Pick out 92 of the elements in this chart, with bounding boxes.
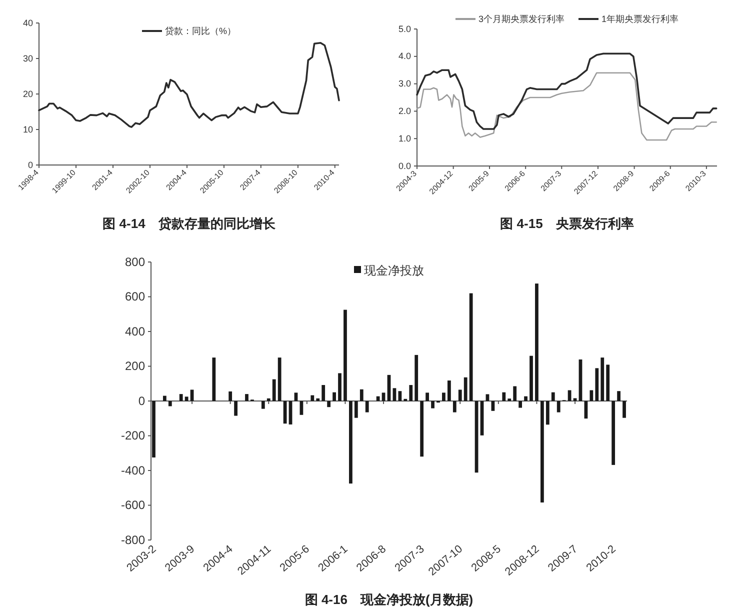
bar [278, 358, 282, 401]
bar [332, 392, 336, 401]
line-series [416, 52, 718, 130]
legend-label: 1年期央票发行利率 [602, 14, 679, 24]
bar [294, 392, 298, 401]
bar [190, 390, 194, 401]
bar [398, 391, 402, 401]
text: 图 4-15 央票发行利率 [500, 216, 634, 231]
legend-label: 3个月期央票发行利率 [478, 14, 564, 24]
bar [447, 380, 451, 401]
bar [622, 401, 626, 418]
bar [442, 392, 446, 401]
y-tick-label: -200 [120, 428, 146, 443]
y-tick-label: -800 [120, 532, 146, 547]
y-tick-label: 200 [124, 359, 146, 374]
bar [540, 401, 544, 502]
bar [458, 390, 462, 401]
bar [568, 390, 572, 401]
bar [420, 401, 424, 457]
line-series [38, 42, 340, 128]
y-tick-label: 30 [22, 53, 33, 64]
y-tick-label: 4.0 [398, 51, 411, 62]
bar [184, 396, 188, 401]
y-tick-label: 400 [124, 324, 146, 338]
bar [212, 358, 216, 401]
bar [530, 356, 533, 401]
bar [502, 392, 506, 401]
y-tick-label: -600 [120, 498, 146, 512]
y-tick-label: 20 [22, 88, 33, 99]
bar [491, 401, 495, 411]
bar [234, 401, 238, 416]
bar [322, 385, 326, 401]
bar [524, 396, 528, 401]
bar [382, 392, 386, 401]
bar [266, 398, 270, 401]
bar [518, 401, 522, 408]
text: 图 4-16 现金净投放(月数据) [304, 592, 474, 607]
bar [261, 401, 265, 409]
bar [338, 373, 342, 401]
bar [344, 310, 347, 401]
bar [354, 401, 358, 418]
bar [376, 396, 380, 401]
bar [431, 401, 434, 408]
bar [513, 386, 517, 401]
bar [360, 389, 364, 401]
legend-label: 贷款：同比（%） [164, 26, 236, 36]
bar [228, 391, 232, 401]
y-tick-label: 0 [28, 160, 33, 170]
text: 图 4-14 贷款存量的同比增长 [102, 216, 276, 231]
bar [535, 284, 538, 401]
y-tick-label: 3.0 [398, 78, 411, 89]
y-tick-label: 800 [124, 254, 146, 269]
bar [600, 358, 604, 401]
bar [409, 385, 413, 401]
bar [595, 368, 599, 401]
bar [327, 401, 331, 408]
y-tick-label: 5.0 [398, 24, 411, 34]
y-tick-label: 40 [22, 18, 33, 28]
y-tick-label: 0.0 [398, 160, 411, 171]
bar [556, 401, 560, 412]
bar [245, 394, 248, 401]
y-tick-label: 2.0 [398, 106, 411, 116]
y-tick-label: 1.0 [398, 133, 411, 144]
bar [310, 395, 314, 401]
bar [392, 388, 396, 401]
bar [612, 401, 616, 465]
line-series [416, 72, 717, 141]
bar [486, 394, 490, 401]
bar [349, 401, 352, 484]
bar [162, 396, 166, 401]
y-tick-label: 0 [138, 394, 146, 408]
bar [590, 390, 594, 401]
bar [464, 377, 468, 401]
legend-label: 现金净投放 [364, 263, 424, 278]
bar [179, 394, 183, 401]
bar [152, 401, 156, 458]
bar [365, 401, 369, 412]
y-tick-label: 10 [22, 124, 33, 134]
y-tick-label: -400 [120, 463, 146, 478]
bar [316, 398, 320, 401]
bar [551, 392, 555, 401]
y-tick-label: 600 [124, 290, 146, 304]
bar [573, 398, 577, 401]
bar [414, 354, 418, 401]
bar [168, 401, 172, 406]
bar [617, 391, 620, 401]
bar [272, 379, 276, 401]
bar [426, 392, 429, 401]
bar [452, 401, 456, 412]
bar [546, 401, 550, 425]
bar [606, 364, 610, 401]
bar [469, 293, 473, 401]
